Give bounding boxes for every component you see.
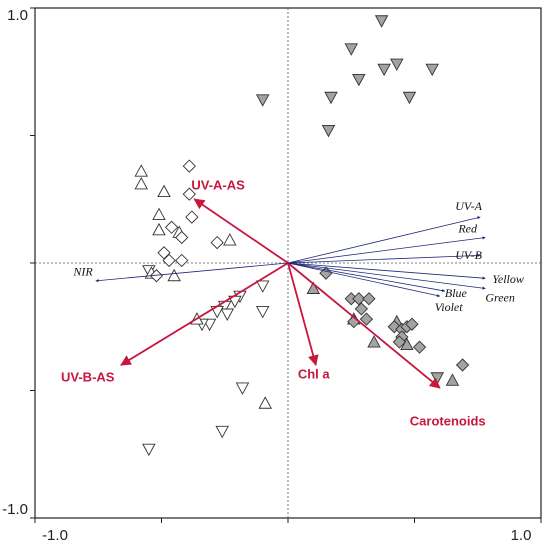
point (377, 63, 391, 77)
point (182, 187, 196, 201)
vector (287, 262, 446, 293)
vector-label: UV-A (455, 199, 482, 213)
point (157, 184, 171, 198)
point (142, 443, 156, 457)
vector (287, 253, 481, 264)
vector (95, 262, 289, 283)
point (344, 43, 359, 56)
point (134, 177, 149, 190)
point (359, 312, 374, 326)
vector (287, 262, 441, 389)
point (392, 335, 406, 349)
point (157, 246, 171, 260)
vector-label: Blue (445, 286, 468, 300)
point (235, 382, 250, 395)
point (412, 340, 427, 354)
vector-label: Red (457, 221, 478, 235)
vector (287, 216, 481, 264)
point (182, 159, 196, 173)
point (167, 268, 181, 282)
point (162, 253, 176, 268)
y-tick-label: 1.0 (7, 7, 28, 24)
point (149, 269, 164, 283)
vector (287, 262, 486, 290)
vector-label: Yellow (492, 272, 524, 286)
point (321, 124, 336, 138)
point (354, 302, 369, 316)
point (455, 358, 470, 372)
vector (287, 262, 319, 367)
point (352, 292, 366, 306)
point (255, 306, 270, 319)
point (402, 91, 417, 105)
vector (193, 198, 289, 264)
point (374, 15, 389, 28)
x-tick-label: -1.0 (42, 527, 68, 544)
point (405, 317, 419, 331)
point (255, 94, 270, 107)
point (175, 230, 189, 245)
point (223, 233, 237, 246)
point (210, 235, 224, 250)
point (324, 91, 338, 105)
point (352, 73, 366, 87)
point (175, 253, 189, 268)
point (134, 164, 149, 177)
vector (287, 262, 441, 298)
point (390, 58, 404, 72)
point (258, 396, 272, 409)
point (400, 337, 414, 351)
point (220, 308, 235, 321)
point (215, 425, 229, 439)
vector-label: Green (485, 290, 515, 304)
point (152, 222, 166, 236)
vector-label: Violet (435, 300, 463, 314)
point (255, 280, 270, 293)
vector (287, 262, 486, 280)
vector-label: UV-A-AS (191, 178, 245, 193)
point (367, 335, 381, 348)
vector-label: Chl a (298, 366, 331, 381)
point (164, 220, 179, 234)
vector-label: Carotenoids (410, 413, 486, 428)
point (445, 373, 460, 386)
vector-label: UV-B-AS (61, 369, 115, 384)
point (185, 210, 199, 224)
point (425, 63, 439, 77)
vector-label: UV-B (455, 248, 482, 262)
point (306, 281, 321, 294)
point (362, 292, 376, 306)
point (152, 207, 166, 220)
vector-label: NIR (72, 265, 93, 279)
vector (287, 236, 486, 264)
vector (120, 262, 289, 366)
y-tick-label: -1.0 (2, 501, 28, 518)
x-tick-label: 1.0 (511, 527, 532, 544)
